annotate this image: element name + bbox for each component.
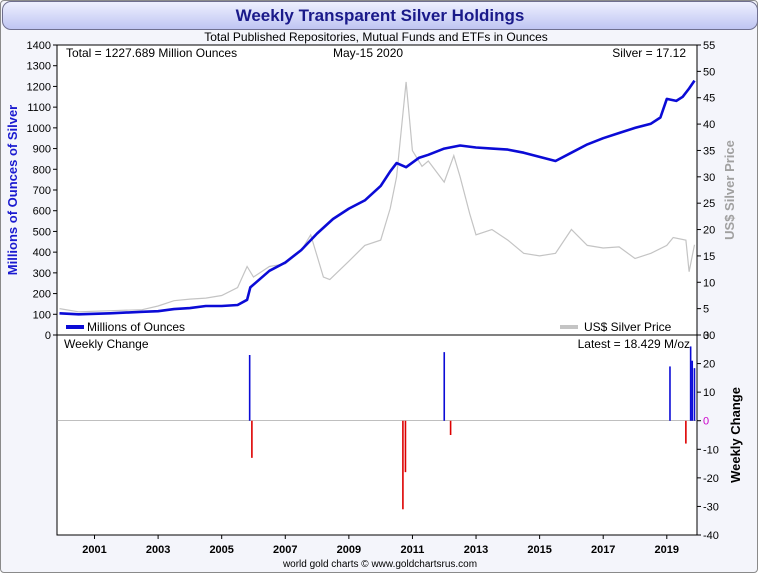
right-tick-label: 55 [703, 40, 715, 52]
date-annotation: May-15 2020 [333, 46, 403, 60]
right-tick-label: 20 [703, 225, 715, 237]
left-tick-label: 1000 [27, 123, 51, 135]
legend-holdings-label: Millions of Ounces [87, 320, 185, 334]
latest-annotation: Latest = 18.429 M/oz [578, 337, 690, 351]
left-axis-title: Millions of Ounces of Silver [5, 105, 20, 275]
footer-credit: world gold charts © www.goldchartsrus.co… [282, 559, 477, 570]
right-tick-label: 0 [703, 330, 709, 342]
left-tick-label: 600 [33, 206, 51, 218]
axis-ticks: 0100200300400500600700800900100011001200… [27, 40, 719, 556]
total-annotation: Total = 1227.689 Million Ounces [66, 46, 237, 60]
weekly-change-axis-title: Weekly Change [728, 387, 743, 483]
left-tick-label: 100 [33, 309, 51, 321]
right-tick-label: 30 [703, 172, 715, 184]
left-tick-label: 1300 [27, 61, 51, 73]
change-tick-label: -40 [703, 530, 719, 542]
x-tick-label: 2013 [464, 544, 488, 556]
left-tick-label: 800 [33, 164, 51, 176]
x-tick-label: 2019 [655, 544, 679, 556]
weekly-change-panel-title: Weekly Change [64, 337, 149, 351]
left-tick-label: 200 [33, 289, 51, 301]
left-tick-label: 1200 [27, 81, 51, 93]
change-tick-label: -10 [703, 444, 719, 456]
x-tick-label: 2005 [209, 544, 233, 556]
x-tick-label: 2007 [273, 544, 297, 556]
change-tick-label: 0 [703, 416, 709, 428]
x-tick-label: 2017 [591, 544, 615, 556]
change-tick-label: -30 [703, 501, 719, 513]
left-tick-label: 300 [33, 268, 51, 280]
chart-subtitle: Total Published Repositories, Mutual Fun… [204, 30, 548, 44]
right-tick-label: 25 [703, 198, 715, 210]
right-tick-label: 5 [703, 304, 709, 316]
legend-price-label: US$ Silver Price [584, 320, 672, 334]
change-tick-label: 10 [703, 387, 715, 399]
x-tick-label: 2011 [401, 544, 425, 556]
x-tick-label: 2015 [527, 544, 551, 556]
right-tick-label: 40 [703, 119, 715, 131]
silver-price-line [59, 81, 696, 313]
bottom-plot-area [56, 334, 698, 536]
left-tick-label: 0 [45, 330, 51, 342]
x-tick-label: 2001 [82, 544, 106, 556]
left-tick-label: 1400 [27, 40, 51, 52]
holdings-line [59, 79, 696, 316]
left-tick-label: 1100 [27, 102, 51, 114]
left-tick-label: 700 [33, 185, 51, 197]
x-tick-label: 2009 [337, 544, 361, 556]
change-tick-label: 30 [703, 330, 715, 342]
right-tick-label: 50 [703, 66, 715, 78]
weekly-change-bars [57, 346, 697, 510]
x-tick-label: 2003 [146, 544, 170, 556]
right-axis-title: US$ Silver Price [722, 140, 737, 240]
right-tick-label: 15 [703, 251, 715, 263]
right-tick-label: 10 [703, 277, 715, 289]
series-lines [59, 79, 696, 316]
change-tick-label: -20 [703, 473, 719, 485]
chart-title: Weekly Transparent Silver Holdings [2, 1, 758, 30]
change-tick-label: 20 [703, 359, 715, 371]
silver-price-annotation: Silver = 17.12 [612, 46, 686, 60]
left-tick-label: 400 [33, 247, 51, 259]
right-tick-label: 35 [703, 145, 715, 157]
right-tick-label: 45 [703, 93, 715, 105]
left-tick-label: 500 [33, 226, 51, 238]
left-tick-label: 900 [33, 144, 51, 156]
